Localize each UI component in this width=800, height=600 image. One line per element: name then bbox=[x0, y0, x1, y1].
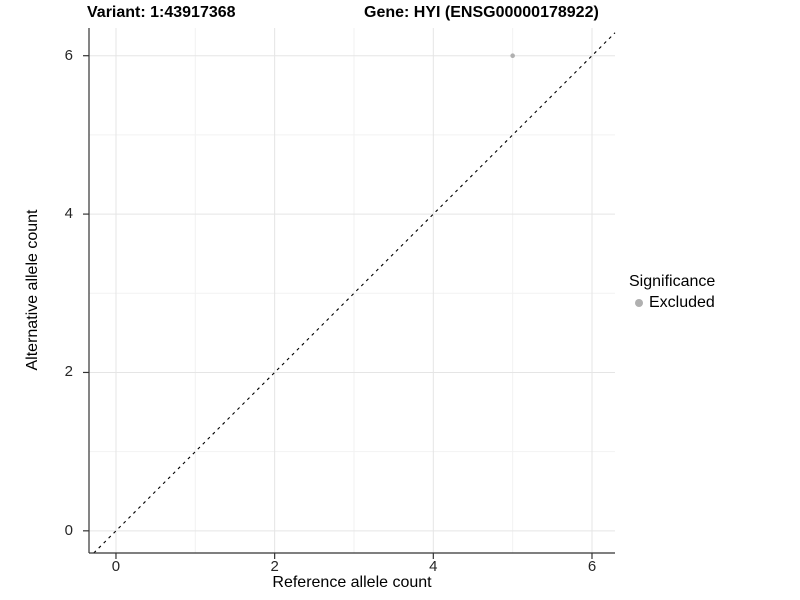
x-tick-label-6: 6 bbox=[587, 558, 597, 575]
x-tick-label-4: 4 bbox=[429, 558, 438, 575]
y-tick-label-6: 6 bbox=[64, 46, 73, 64]
y-axis-title: Alternative allele count bbox=[24, 209, 41, 371]
legend-point-icon bbox=[635, 299, 643, 307]
legend-items: Excluded bbox=[629, 294, 715, 312]
y-tick-label-4: 4 bbox=[64, 205, 73, 223]
legend-item-label: Excluded bbox=[649, 294, 715, 311]
y-tick-label-0: 0 bbox=[64, 521, 73, 539]
x-tick-label-2: 2 bbox=[270, 558, 279, 575]
data-point bbox=[510, 53, 515, 59]
legend-item-excluded: Excluded bbox=[629, 294, 715, 312]
variant-title: Variant: 1:43917368 bbox=[87, 4, 236, 21]
legend-title: Significance bbox=[629, 273, 716, 290]
y-tick-label-2: 2 bbox=[64, 363, 73, 381]
legend: Significance Excluded bbox=[629, 273, 715, 312]
gene-title: Gene: HYI (ENSG00000178922) bbox=[364, 4, 599, 21]
x-tick-label-0: 0 bbox=[111, 558, 121, 575]
x-axis-title: Reference allele count bbox=[272, 574, 432, 591]
